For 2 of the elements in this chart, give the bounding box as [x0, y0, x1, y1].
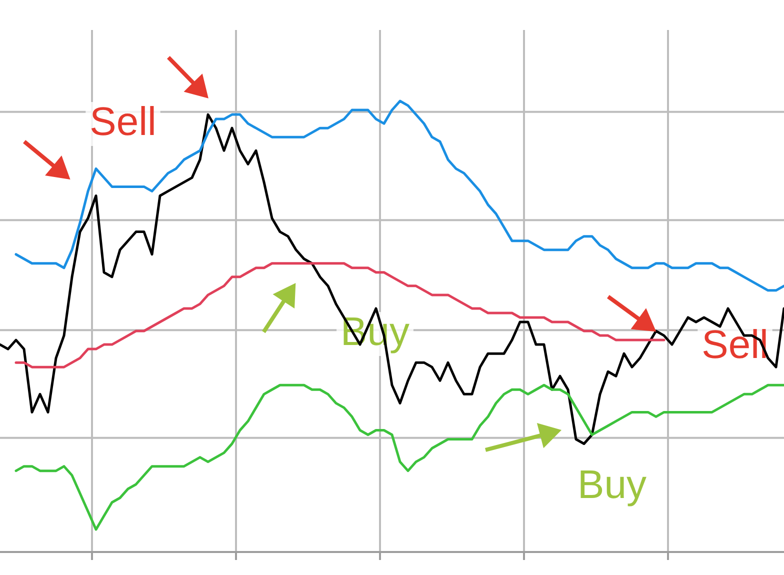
annotation: Buy [578, 463, 646, 508]
annotation: Sell [90, 100, 156, 144]
